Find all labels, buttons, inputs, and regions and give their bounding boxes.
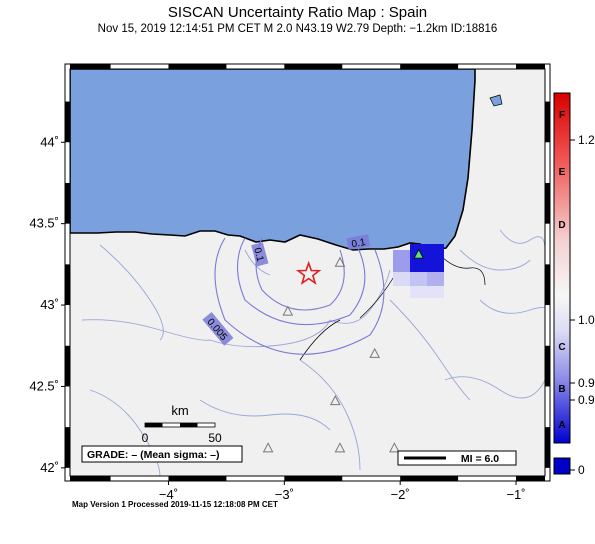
station-marker (389, 442, 400, 453)
colorbar-value-0-9b: 0.9 (578, 393, 595, 407)
station-marker (334, 442, 346, 453)
lat-tick-label: 44˚ (40, 134, 59, 149)
station-marker-highlight (413, 248, 424, 259)
island (489, 94, 503, 107)
scale-label-50: 50 (208, 431, 222, 445)
epicenter-star (295, 260, 322, 285)
grade-box: GRADE: – (Mean sigma: –) (81, 445, 243, 463)
lon-tick-label: −2˚ (391, 487, 410, 502)
scale-bar: km 0 50 (142, 403, 222, 445)
uncertainty-contours (214, 237, 385, 355)
colorbar: F E D C B A 1.2 1.0 0.9 0.9 0 (553, 92, 595, 477)
mi-legend-label: MI = 6.0 (461, 453, 499, 465)
lat-tick-label: 42.5˚ (29, 378, 59, 393)
lon-tick-label: −1˚ (506, 487, 525, 502)
processing-footer: Map Version 1 Processed 2019-11-15 12:18… (72, 500, 278, 509)
admin-boundaries (299, 254, 486, 361)
station-marker (262, 442, 274, 453)
colorbar-letter: B (558, 384, 565, 395)
contour-label: 0.1 (251, 242, 269, 267)
uncertainty-cells (393, 244, 444, 298)
ocean-area (70, 69, 476, 251)
colorbar-letter: A (558, 420, 565, 431)
grade-label: GRADE: – (Mean sigma: –) (87, 449, 219, 461)
colorbar-value-0: 0 (578, 463, 585, 477)
colorbar-letter: E (559, 167, 566, 178)
svg-text:0.1: 0.1 (251, 247, 265, 264)
map-frame (64, 63, 551, 482)
station-marker (282, 305, 294, 316)
svg-text:0.1: 0.1 (351, 237, 367, 250)
lat-tick-label: 43˚ (40, 297, 59, 312)
station-marker (334, 256, 346, 267)
station-marker (369, 347, 381, 358)
contour-label: 0.1 (346, 234, 371, 250)
lon-tick-label: −4˚ (159, 487, 178, 502)
colorbar-value-1-0: 1.0 (578, 313, 595, 327)
region-borders (81, 229, 545, 476)
lat-tick-label: 42˚ (40, 460, 59, 475)
colorbar-letter: D (558, 220, 565, 231)
lon-tick-label: −3˚ (275, 487, 294, 502)
event-subtitle: Nov 15, 2019 12:14:51 PM CET M 2.0 N43.1… (97, 23, 498, 35)
colorbar-value-1-2: 1.2 (578, 133, 595, 147)
scale-unit: km (171, 403, 188, 418)
mi-legend: MI = 6.0 (397, 450, 517, 466)
colorbar-letter: C (558, 342, 565, 353)
scale-label-0: 0 (142, 431, 149, 445)
map-title: SISCAN Uncertainty Ratio Map : Spain (167, 4, 428, 21)
lat-tick-label: 43.5˚ (29, 216, 59, 231)
station-marker (329, 395, 341, 406)
colorbar-value-0-9a: 0.9 (578, 376, 595, 390)
colorbar-letter: F (559, 110, 565, 121)
